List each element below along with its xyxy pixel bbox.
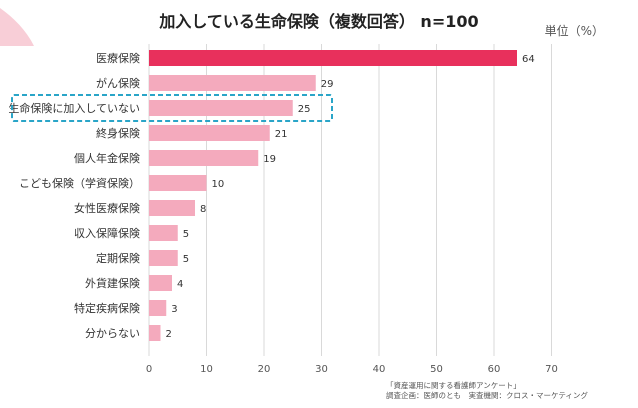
value-labels: 64 29 25 21 19 10 8 5 5 4 3 2 — [166, 54, 535, 340]
bar — [149, 250, 178, 266]
category-label: こども保険（学資保険） — [19, 176, 140, 190]
data-label: 3 — [171, 304, 177, 315]
category-label: 医療保険 — [96, 51, 140, 65]
bar — [149, 275, 172, 291]
x-tick-label: 30 — [315, 364, 328, 375]
bar — [149, 125, 270, 141]
x-tick-label: 60 — [488, 364, 501, 375]
data-label: 64 — [522, 54, 535, 65]
bar — [149, 200, 195, 216]
category-label: 特定疾病保険 — [74, 301, 140, 315]
data-label: 25 — [298, 104, 311, 115]
x-tick-label: 20 — [258, 364, 271, 375]
x-tick-label: 70 — [545, 364, 558, 375]
source-line-survey: 「資産運用に関する看護師アンケート」 — [386, 381, 521, 390]
bar — [149, 150, 259, 166]
bar — [149, 300, 167, 316]
category-label: がん保険 — [96, 76, 140, 90]
category-label: 分からない — [85, 327, 140, 340]
category-label: 定期保険 — [96, 251, 140, 265]
data-label: 19 — [263, 154, 276, 165]
data-label: 5 — [183, 254, 189, 265]
x-tick-label: 50 — [430, 364, 443, 375]
category-label: 生命保険に加入していない — [8, 101, 140, 115]
data-label: 8 — [200, 204, 206, 215]
category-label: 個人年金保険 — [74, 151, 140, 165]
unit-label: 単位（%） — [544, 24, 604, 38]
category-label: 女性医療保険 — [74, 201, 140, 215]
data-label: 21 — [275, 129, 288, 140]
data-label: 2 — [166, 329, 172, 340]
bar — [149, 50, 517, 66]
category-label: 外貨建保険 — [85, 276, 140, 290]
data-label: 29 — [321, 79, 334, 90]
source-note: 「資産運用に関する看護師アンケート」 調査企画：医師のとも 実査機関：クロス・マ… — [386, 381, 588, 401]
category-label: 収入保障保険 — [74, 226, 140, 240]
x-tick-label: 10 — [200, 364, 213, 375]
data-label: 5 — [183, 229, 189, 240]
bar — [149, 325, 161, 341]
x-axis-ticks: 0 10 20 30 40 50 60 70 — [146, 364, 558, 375]
source-line-org: 調査企画：医師のとも 実査機関：クロス・マーケティング — [386, 391, 588, 400]
data-label: 10 — [212, 179, 225, 190]
decorative-pink-swoosh — [0, 8, 34, 46]
chart-title: 加入している生命保険（複数回答） n=100 — [159, 12, 479, 31]
highlight-dashed-box — [11, 94, 333, 122]
category-label: 終身保険 — [96, 126, 140, 140]
bar — [149, 75, 316, 91]
data-label: 4 — [177, 279, 183, 290]
category-labels: 医療保険がん保険生命保険に加入していない終身保険個人年金保険こども保険（学資保険… — [8, 51, 140, 340]
bar — [149, 175, 207, 191]
highlight-box — [11, 94, 333, 122]
x-tick-label: 0 — [146, 364, 152, 375]
bar — [149, 225, 178, 241]
bar — [149, 100, 293, 116]
x-tick-label: 40 — [373, 364, 386, 375]
bars — [149, 50, 517, 341]
